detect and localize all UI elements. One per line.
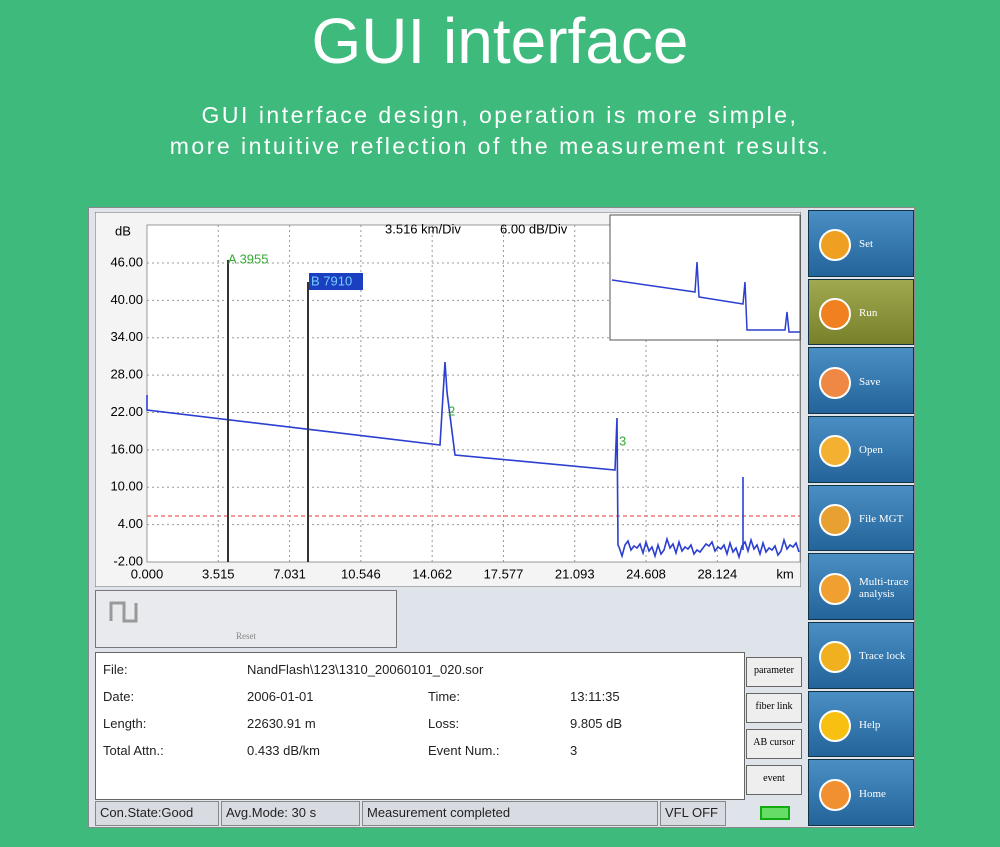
title: GUI interface: [311, 5, 689, 77]
toolbar: V zoom outV zoom inH zoom outH zoom in1:…: [95, 590, 801, 648]
x-tick-label: 14.062: [412, 566, 452, 581]
side-label: Help: [859, 718, 881, 731]
sidebar: Set Run Save Open File MGT Multi-trace analys…: [808, 210, 914, 828]
side-icon: [819, 503, 851, 536]
x-tick-label: 10.546: [341, 566, 381, 581]
side-button[interactable]: Home: [808, 759, 914, 826]
scale-label: 6.00 dB/Div: [500, 221, 568, 236]
y-tick-label: 10.00: [110, 479, 143, 494]
y-unit: dB: [115, 223, 131, 238]
side-label: Save: [859, 375, 881, 388]
scale-label: 3.516 km/Div: [385, 221, 461, 236]
side-button[interactable]: Save: [808, 347, 914, 414]
y-tick-label: 34.00: [110, 329, 143, 344]
info-button[interactable]: fiber link: [746, 693, 802, 723]
x-tick-label: 21.093: [555, 566, 595, 581]
y-tick-label: 4.00: [118, 516, 143, 531]
event-label: 2: [448, 403, 455, 418]
side-icon: [819, 709, 851, 742]
info-text: 22630.91 m: [247, 716, 316, 731]
inset-trace: [611, 261, 800, 333]
x-tick-label: 17.577: [484, 566, 524, 581]
x-tick-label: 3.515: [202, 566, 235, 581]
side-button[interactable]: Multi-trace analysis: [808, 553, 914, 620]
status-field: Con.State:Good: [95, 801, 219, 826]
cursor-box: [309, 273, 363, 290]
x-tick-label: 24.608: [626, 566, 666, 581]
info-text: Date:: [103, 689, 135, 704]
info-text: Length:: [103, 716, 147, 731]
side-label: Run: [859, 306, 878, 319]
info-panel: [95, 652, 745, 800]
side-icon: [819, 641, 851, 674]
y-tick-label: -2.00: [113, 553, 143, 568]
side-icon: [819, 572, 851, 605]
info-text: Event Num.:: [428, 743, 500, 758]
info-button[interactable]: parameter: [746, 657, 802, 687]
event-label: 3: [619, 433, 626, 448]
x-tick-label: 0.000: [131, 566, 164, 581]
info-text: 9.805 dB: [570, 716, 623, 731]
info-button[interactable]: AB cursor: [746, 729, 802, 759]
info-text: 2006-01-01: [247, 689, 314, 704]
subtitle: GUI interface design, operation is more …: [201, 102, 799, 128]
side-button[interactable]: Help: [808, 690, 914, 758]
side-label: Multi-trace analysis: [859, 575, 909, 600]
cursor-label: A 3955: [228, 251, 269, 266]
status-field: Avg.Mode: 30 s: [221, 801, 360, 826]
side-label: Trace lock: [859, 650, 906, 663]
side-button[interactable]: File MGT: [808, 484, 914, 552]
cursor-label: B 7910: [311, 273, 352, 288]
trace-plot: 46.00 40.00 34.00 28.00 22.00 16.00 10.00 4.00 -…: [95, 212, 801, 587]
battery-icon: [760, 806, 790, 820]
y-tick-label: 16.00: [110, 441, 143, 456]
y-tick-label: 22.00: [110, 404, 143, 419]
info-text: Time:: [428, 689, 461, 704]
side-button[interactable]: Set: [808, 210, 914, 277]
subtitle: more intuitive reflection of the measure…: [169, 133, 831, 159]
side-button[interactable]: Run: [808, 278, 914, 346]
info-text: 3: [570, 743, 578, 758]
side-icon: [819, 297, 851, 330]
tool-label: Reset: [236, 631, 256, 641]
status-field: Measurement completed: [362, 801, 658, 826]
info-text: File:: [103, 662, 128, 677]
side-button[interactable]: Trace lock: [808, 622, 914, 689]
x-unit: km: [776, 566, 793, 581]
side-label: Home: [859, 787, 886, 800]
side-label: File MGT: [859, 512, 904, 525]
info-text: Loss:: [428, 716, 460, 731]
info-text: NandFlash\123\1310_20060101_020.sor: [247, 662, 484, 677]
info-text: 0.433 dB/km: [247, 743, 320, 758]
side-button[interactable]: Open: [808, 416, 914, 483]
side-icon: [819, 229, 851, 262]
inset: [609, 214, 801, 341]
side-icon: [819, 778, 851, 811]
info-button[interactable]: event: [746, 765, 802, 795]
x-tick-label: 28.124: [697, 566, 737, 581]
y-tick-label: 28.00: [110, 367, 143, 382]
side-icon: [819, 435, 851, 468]
side-label: Open: [859, 444, 883, 457]
tool-icon: [109, 601, 138, 623]
y-tick-label: 46.00: [110, 254, 143, 269]
trace: [146, 361, 800, 560]
info-text: Total Attn.:: [103, 743, 164, 758]
y-tick-label: 40.00: [110, 292, 143, 307]
side-icon: [819, 366, 851, 399]
info-text: 13:11:35: [570, 689, 620, 704]
side-label: Set: [859, 238, 874, 251]
x-tick-label: 7.031: [273, 566, 306, 581]
tool-button[interactable]: Reset: [95, 590, 397, 648]
status-field: VFL OFF: [660, 801, 726, 826]
